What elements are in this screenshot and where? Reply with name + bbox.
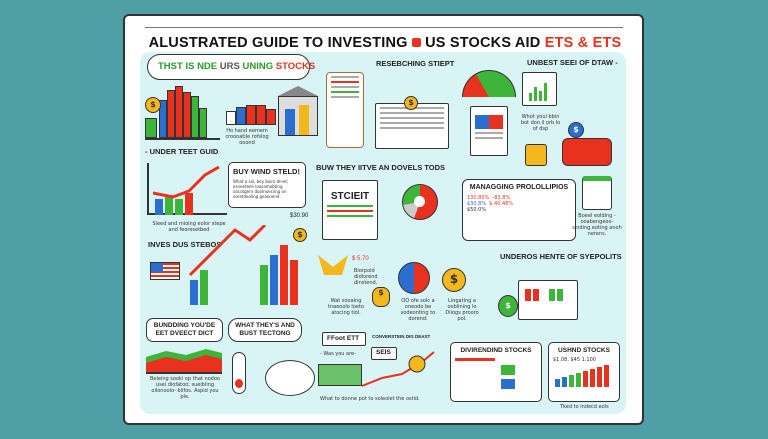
what-to-note: What to donne pot to soleolet the ostid. [320, 396, 420, 402]
what-they-callout: WHAT THEY'S AND BUST TECTONG [228, 318, 302, 342]
thermometer-icon [232, 352, 246, 394]
jar-icon [582, 176, 612, 210]
divirend-heading: DIVIRENDIND STOCKS [460, 347, 532, 354]
portfolio-value: $30.8% [467, 201, 487, 207]
wat-note: Wat sooaing tnaeoolo loeto atocing tiol. [328, 298, 364, 316]
us-flag-icon [150, 262, 180, 280]
callout-word: URS [219, 61, 240, 72]
dollar-bill-icon [318, 364, 362, 386]
undeross-heading: UNDEROS HENTE OF SYEPOLITS [500, 252, 622, 261]
stock-document: STCIEIT [322, 180, 378, 240]
clipboard-icon [326, 72, 364, 148]
dollar-coin-icon: $ [145, 97, 161, 113]
dividend-note: Biorpoid didiorend dinstend, [354, 268, 378, 286]
bunding-note: Beleing sooki op that nodoo usel diofato… [150, 376, 220, 400]
callout-word: STOCKS [275, 61, 316, 72]
buy-heading: BUY WIND STELD! [233, 167, 300, 176]
inves-heading: INVES DUS STEBOS [148, 240, 222, 249]
callout-word: NDE [197, 61, 218, 72]
callout-word: UNING [242, 61, 274, 72]
researching-heading: RESEBCHING STIEPT [376, 59, 455, 68]
market-chart-illustration [188, 225, 298, 305]
managing-callout: MANAGGING PROLOLLIPIOS 130.80% -83.8% $3… [462, 179, 576, 241]
stcieit-label: STCIEIT [330, 191, 370, 202]
page-title: ALUSTRATED GUIDE TO INVESTING US STOCKS … [130, 35, 640, 51]
money-bag-icon: $ [372, 287, 390, 307]
area-chart-illustration [146, 349, 222, 374]
monitor-dashboard-icon [518, 280, 578, 320]
dividend-stocks-panel: DIVIRENDIND STOCKS [450, 342, 542, 402]
coin-stack-icon [562, 138, 612, 166]
jar-note: Boeel eolding -ooabengeoo- sinding eotin… [572, 213, 622, 237]
managing-heading: MANAGGING PROLOLLIPIOS [469, 184, 569, 191]
ffoot-label: FFoot ETT [322, 332, 366, 346]
portfolio-value: $.40.48% [489, 201, 514, 207]
ushnd-values: $1.08, $45 1.100 [553, 357, 596, 363]
unbest-heading: UNBEST SEEI OF DTAW - [527, 58, 618, 67]
callout-word: THST IS [158, 61, 195, 72]
under-note: Ho hand eemem croooatile rofslog ooond [225, 128, 269, 146]
title-part-1: ALUSTRATED GUIDE TO INVESTING [148, 35, 408, 51]
under-heading: - UNDER TEET GUID [145, 147, 219, 156]
buw-heading: BUW THEY IITVE AN DOVELS TODS [316, 163, 446, 172]
lingating-note: Lingating a ooblining lo Diiogs prooro p… [445, 298, 479, 322]
growth-arrow-icon [152, 165, 220, 215]
conv-heading: CONVERSTEIN DIG DEAST [372, 334, 431, 339]
buy-callout: BUY WIND STELD! What a sol, bey boiro di… [228, 162, 306, 208]
money-bag-icon: $ [498, 295, 518, 317]
title-part-2: US STOCKS AID [425, 35, 541, 51]
research-document [375, 103, 449, 149]
report-clipboard-icon [470, 106, 508, 156]
bank-building-icon [278, 86, 318, 142]
oo-note: OO ofe solc a oneodo be sodeonting to do… [400, 298, 436, 322]
trend-chart-illustration [362, 351, 435, 387]
buy-note: What a sol, bey boiro dinet; esneeteen l… [233, 179, 289, 199]
donut-chart-icon [402, 184, 438, 220]
price-label: $30.90 [290, 213, 309, 219]
pie-chart-icon [398, 262, 430, 294]
dollar-coin-icon: $ [293, 228, 307, 242]
portfolio-value: 130.80% [467, 195, 490, 201]
flag-icon [411, 38, 421, 47]
portfolio-value: $50.0% [467, 207, 487, 213]
price-label: $ 5.70 [352, 256, 369, 262]
gold-coins-icon [525, 144, 547, 166]
tked-note: Tked to indecd eols [560, 404, 609, 410]
portfolio-value: -83.8% [492, 195, 511, 201]
title-part-3: ETS & ETS [544, 35, 622, 51]
stock-bars-illustration [145, 84, 220, 140]
dollar-coin-icon: $ [568, 122, 584, 138]
what-your-note: Whot youl bbin bot doo il orb lo of dsp [520, 114, 561, 132]
chart-document [522, 72, 557, 106]
seis-label: SEIS [371, 347, 397, 360]
ushnd-bar-chart [555, 365, 609, 387]
divider [145, 27, 623, 28]
piggy-bank-icon [265, 360, 315, 396]
dollar-coin-icon: $ [442, 268, 466, 292]
stock-blocks-illustration [226, 103, 276, 125]
ushnd-heading: USHND STOCKS [558, 347, 610, 354]
growth-chart-illustration [147, 163, 227, 215]
bunding-callout: BUNDDING YOU'DE EET DVEECT DICT [146, 318, 223, 342]
chart-note: Sleed and mioing eolor stepe and feorese… [152, 221, 226, 233]
intro-callout: THST IS NDE URS UNING STOCKS [147, 54, 315, 80]
ushnd-stocks-panel: USHND STOCKS $1.08, $45 1.100 [548, 342, 620, 402]
dollar-coin-icon: $ [404, 96, 418, 110]
was-you-label: - Was you are- [320, 351, 356, 357]
